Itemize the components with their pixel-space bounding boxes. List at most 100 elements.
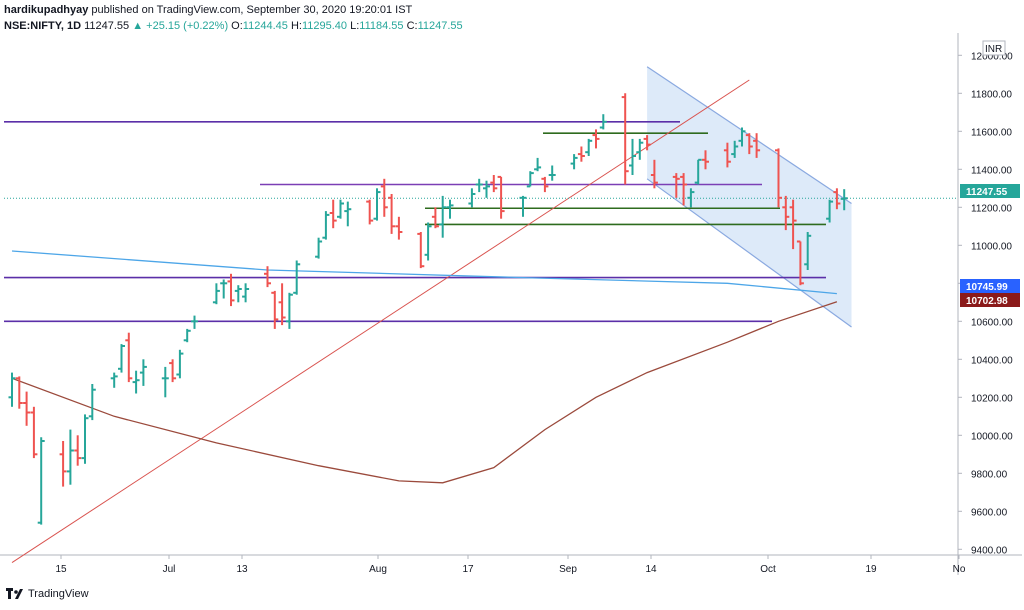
ohlc-bar <box>139 359 147 386</box>
ohlc-bar <box>88 384 96 421</box>
ohlc-bar <box>702 150 709 170</box>
ohlc-bar <box>322 211 330 240</box>
close-value: 11247.55 <box>417 20 463 32</box>
ohlc-bars-layer <box>8 93 848 525</box>
ohlc-bar <box>234 285 242 303</box>
x-tick-label: 13 <box>236 564 248 575</box>
ohlc-bar <box>753 133 761 158</box>
ohlc-bar <box>680 173 688 206</box>
ohlc-bar <box>344 201 352 227</box>
low-label: L: <box>350 20 360 32</box>
ohlc-bar <box>37 437 45 525</box>
footer-brand[interactable]: TradingView <box>28 588 89 600</box>
ohlc-bar <box>621 93 629 185</box>
ohlc-bar <box>74 435 82 466</box>
price-tag-label: 10745.99 <box>966 282 1008 293</box>
ohlc-bar <box>672 173 680 198</box>
ohlc-bar <box>519 195 527 217</box>
ohlc-bar <box>592 129 600 149</box>
ohlc-legend: NSE:NIFTY, 1D 11247.55 ▲ +25.15 (+0.22%)… <box>4 18 704 34</box>
ohlc-bar <box>220 279 228 299</box>
ohlc-bar <box>417 232 425 269</box>
trend-line <box>11 79 750 564</box>
ohlc-bar <box>242 283 250 303</box>
price-tags-layer: 11247.55 10745.99 10702.98 <box>960 184 1020 307</box>
x-tick-label: Aug <box>369 564 387 575</box>
y-tick-label: 11600.00 <box>971 127 1012 138</box>
ohlc-bar <box>775 148 782 208</box>
author-name[interactable]: hardikupadhyay <box>4 4 89 16</box>
ohlc-bar <box>15 376 23 409</box>
close-label: C: <box>406 20 418 32</box>
y-tick-label: 12000.00 <box>971 51 1013 62</box>
high-value: 11295.40 <box>301 20 348 32</box>
ohlc-bar <box>570 154 578 170</box>
publish-line: hardikupadhyay published on TradingView.… <box>4 2 704 18</box>
symbol-label: NSE:NIFTY, 1D <box>4 20 82 32</box>
ohlc-bar <box>380 178 388 217</box>
last-price: 11247.55 <box>84 20 130 32</box>
x-tick-label: Sep <box>559 564 577 575</box>
ohlc-bar <box>337 199 344 219</box>
y-tick-label: 11800.00 <box>971 89 1012 100</box>
tradingview-logo-icon <box>6 588 23 599</box>
x-tick-label: 15 <box>55 564 67 575</box>
x-tick-label: Jul <box>163 564 176 575</box>
y-tick-label: 9600.00 <box>971 507 1008 518</box>
currency-badge <box>982 40 1006 56</box>
ohlc-bar <box>475 178 483 193</box>
ohlc-bar <box>490 175 498 193</box>
ohlc-bar <box>212 283 220 305</box>
ohlc-bar <box>483 180 490 198</box>
ohlc-bar <box>446 199 454 219</box>
ohlc-bar <box>329 199 337 229</box>
ohlc-bar <box>534 157 542 172</box>
ohlc-bar <box>548 165 556 181</box>
ohlc-bar <box>132 370 140 394</box>
channel-fill <box>647 66 852 327</box>
ohlc-bar <box>629 138 636 175</box>
ohlc-bar <box>468 188 476 208</box>
ohlc-bar <box>826 199 834 223</box>
open-value: 11244.45 <box>242 20 288 32</box>
ohlc-bar <box>125 332 133 383</box>
ohlc-bar <box>541 176 549 193</box>
x-tick-label: Oct <box>760 564 776 575</box>
y-tick-label: 11200.00 <box>971 203 1012 214</box>
ohlc-bar <box>650 159 658 189</box>
ohlc-bar <box>796 240 804 286</box>
ohlc-bar <box>264 266 271 288</box>
ohlc-bar <box>782 195 790 231</box>
ohlc-bar <box>183 328 191 343</box>
ohlc-bar <box>840 189 848 211</box>
moving-average-line <box>11 250 837 295</box>
ohlc-bar <box>169 359 177 383</box>
y-tick-label: 10600.00 <box>971 317 1013 328</box>
price-tag <box>960 279 1020 293</box>
ohlc-bar <box>191 315 198 329</box>
chart-header: hardikupadhyay published on TradingView.… <box>4 2 704 34</box>
ohlc-bar <box>373 188 381 221</box>
y-tick-label: 10200.00 <box>971 393 1013 404</box>
currency-label: INR <box>985 44 1002 55</box>
ohlc-bar <box>176 349 184 379</box>
ohlc-bar <box>285 292 293 329</box>
ohlc-bar <box>227 273 235 307</box>
ohlc-bar <box>8 372 16 407</box>
ohlc-bar <box>585 138 593 156</box>
ohlc-bar <box>30 406 38 459</box>
ohlc-bar <box>789 199 797 250</box>
ohlc-bar <box>431 207 439 229</box>
ohlc-bar <box>694 158 702 185</box>
ohlc-bar <box>731 140 739 158</box>
ohlc-bar <box>577 146 585 162</box>
y-tick-label: 11400.00 <box>971 165 1012 176</box>
ohlc-bar <box>110 372 118 388</box>
moving-average-line <box>11 301 838 484</box>
ohlc-bar <box>59 441 67 487</box>
change-value: ▲ +25.15 (+0.22%) <box>132 20 229 32</box>
footer: TradingView <box>6 588 89 600</box>
ohlc-bar <box>293 260 301 295</box>
x-tick-label: 14 <box>645 564 657 575</box>
